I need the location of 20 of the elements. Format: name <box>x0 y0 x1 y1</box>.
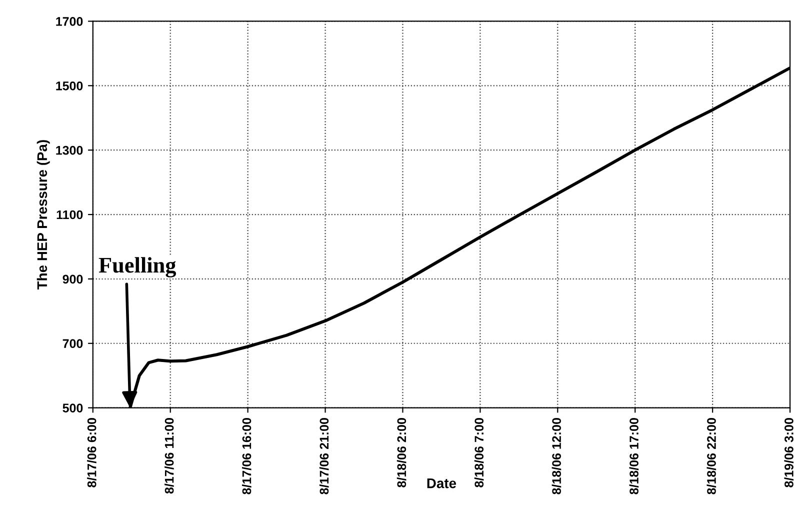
x-tick-label: 8/18/06 2:00 <box>396 418 406 488</box>
y-tick-label: 1300 <box>56 146 83 155</box>
x-tick-label: 8/18/06 22:00 <box>706 418 716 494</box>
y-tick-label: 1100 <box>56 210 83 220</box>
x-tick-label: 8/18/06 12:00 <box>552 418 562 494</box>
x-tick-label: 8/17/06 11:00 <box>164 418 174 494</box>
y-tick-label: 500 <box>62 404 83 412</box>
y-tick-label: 700 <box>62 339 83 348</box>
y-tick-label: 1700 <box>56 17 83 26</box>
y-tick-label: 1500 <box>56 81 83 90</box>
x-tick-label: 8/17/06 16:00 <box>242 418 252 494</box>
x-tick-label: 8/17/06 21:00 <box>319 418 329 494</box>
x-tick-label: 8/19/06 3:00 <box>784 418 794 488</box>
annotation: Fuelling <box>98 257 176 278</box>
x-tick-label: 8/17/06 6:00 <box>87 418 96 488</box>
x-axis-title: Date <box>427 478 456 488</box>
x-tick-label: 8/18/06 17:00 <box>629 418 639 494</box>
x-tick-label: 8/18/06 7:00 <box>474 418 484 488</box>
y-axis-title: The HEP Pressure (Pa) <box>36 140 50 290</box>
y-tick-label: 900 <box>62 274 83 284</box>
